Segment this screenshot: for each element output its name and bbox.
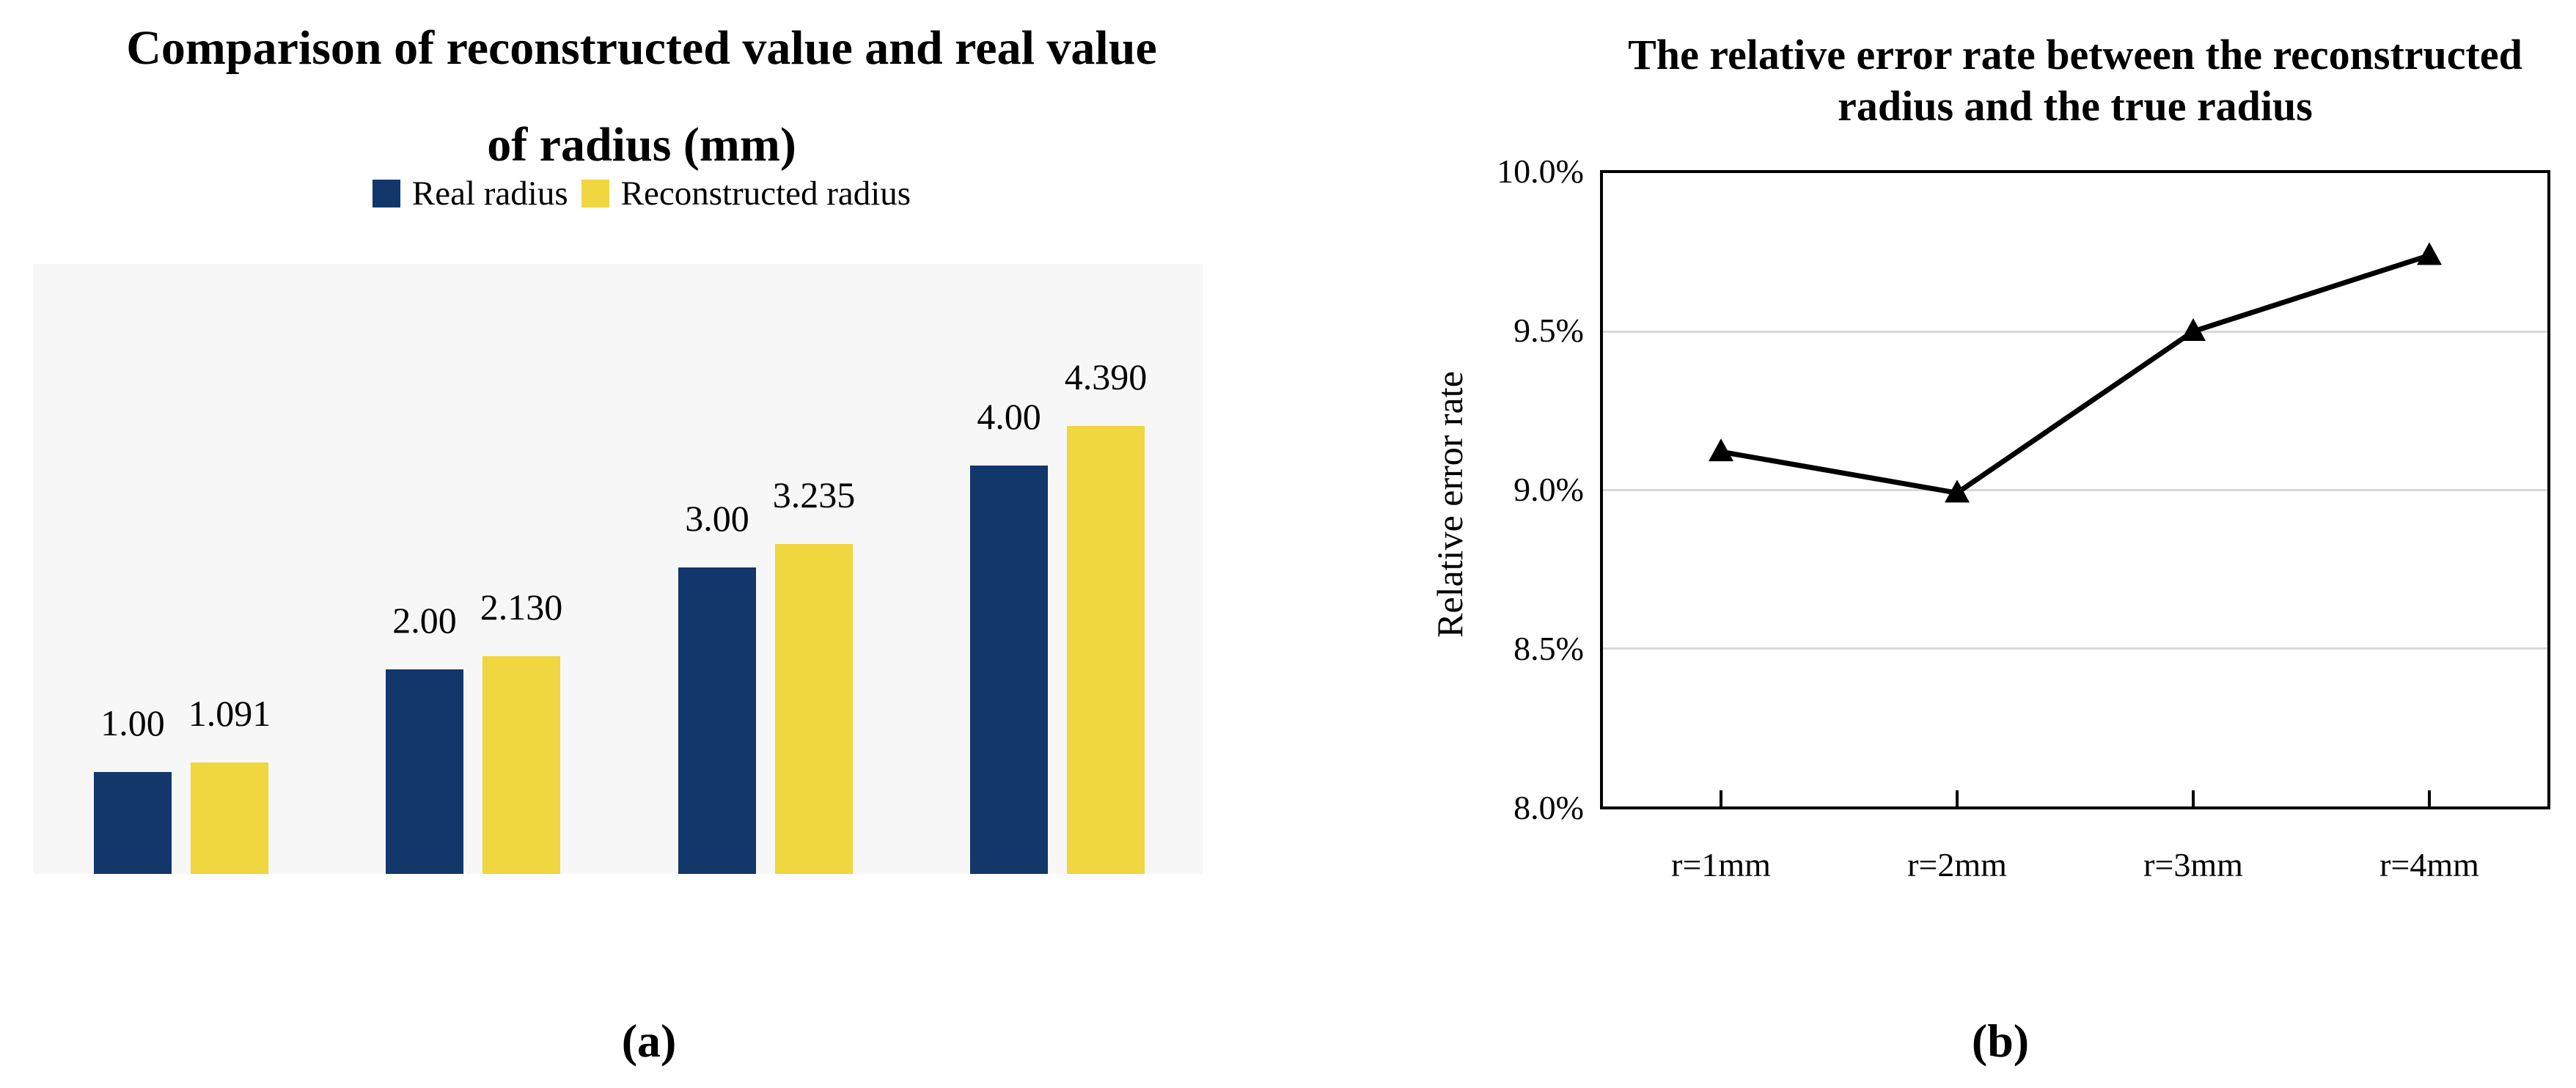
bar-value-label: 1.091 [188, 693, 271, 734]
x-tick-mark [2192, 790, 2195, 806]
x-tick-mark [1956, 790, 1959, 806]
x-tick-mark [1720, 790, 1722, 806]
bar-reconstructed-radius-1 [191, 762, 268, 874]
bar-reconstructed-radius-4 [1067, 426, 1145, 874]
bar-real-radius-2 [386, 669, 463, 874]
legend-item-reconstructed-radius: Reconstructed radius [581, 174, 911, 213]
series-line-layer [1709, 242, 2442, 503]
line-chart-figure: The relative error rate between the reco… [1283, 0, 2576, 1088]
bar-value-label: 2.130 [480, 587, 563, 628]
gridline [1603, 331, 2547, 333]
legend-label-reconstructed-radius: Reconstructed radius [620, 174, 911, 213]
bar-chart-title-line1: Comparison of reconstructed value and re… [126, 21, 1157, 75]
bar-value-label: 3.235 [772, 474, 856, 515]
legend-item-real-radius: Real radius [372, 174, 568, 213]
series-line [1720, 252, 2431, 496]
bar-value-label: 4.390 [1064, 356, 1148, 397]
x-tick-label: r=3mm [2143, 846, 2243, 883]
legend-label-real-radius: Real radius [411, 174, 568, 213]
data-point-marker [1945, 479, 1970, 503]
bar-chart-title: Comparison of reconstructed value and re… [0, 0, 1283, 194]
line-chart-title: The relative error rate between the reco… [1600, 29, 2550, 132]
data-point-marker [2417, 242, 2442, 265]
bar-value-label: 2.00 [392, 600, 457, 641]
caption-b: (b) [1971, 1015, 2030, 1067]
data-point-marker [1709, 438, 1733, 462]
bar-value-label: 1.00 [100, 702, 165, 743]
y-tick-label: 8.0% [1513, 789, 1584, 826]
line-chart-title-line2: radius and the true radius [1838, 82, 2313, 130]
bar-reconstructed-radius-3 [775, 544, 853, 874]
real-radius-swatch-icon [372, 180, 400, 207]
x-tick-label: r=1mm [1671, 846, 1771, 883]
x-tick-label: r=2mm [1907, 846, 2007, 883]
y-tick-label: 8.5% [1513, 630, 1584, 667]
caption-a: (a) [621, 1015, 677, 1067]
bar-value-label: 4.00 [977, 396, 1041, 437]
x-tick-label: r=4mm [2379, 846, 2479, 883]
line-chart-plot-area [1600, 170, 2550, 809]
bar-chart-plot-area: 1.00 2.00 3.00 4.00 1.091 2.130 3.235 4.390 [33, 264, 1203, 874]
gridline [1603, 647, 2547, 650]
x-tick-mark [2428, 790, 2431, 806]
y-tick-label: 9.0% [1513, 471, 1584, 508]
bar-chart-title-line2: of radius (mm) [487, 118, 796, 172]
line-chart-title-line1: The relative error rate between the reco… [1628, 31, 2522, 78]
y-tick-label: 10.0% [1497, 152, 1584, 190]
data-point-marker [2181, 318, 2206, 341]
y-tick-label: 9.5% [1513, 312, 1584, 349]
bar-real-radius-4 [970, 466, 1048, 874]
bar-real-radius-3 [678, 567, 756, 874]
bar-value-label: 3.00 [685, 498, 749, 539]
bar-chart-figure: Comparison of reconstructed value and re… [0, 0, 1283, 1088]
bar-chart-legend: Real radius Reconstructed radius [0, 174, 1283, 213]
reconstructed-radius-swatch-icon [581, 180, 609, 207]
bar-reconstructed-radius-2 [482, 656, 560, 874]
gridline [1603, 489, 2547, 491]
bar-real-radius-1 [94, 772, 172, 874]
